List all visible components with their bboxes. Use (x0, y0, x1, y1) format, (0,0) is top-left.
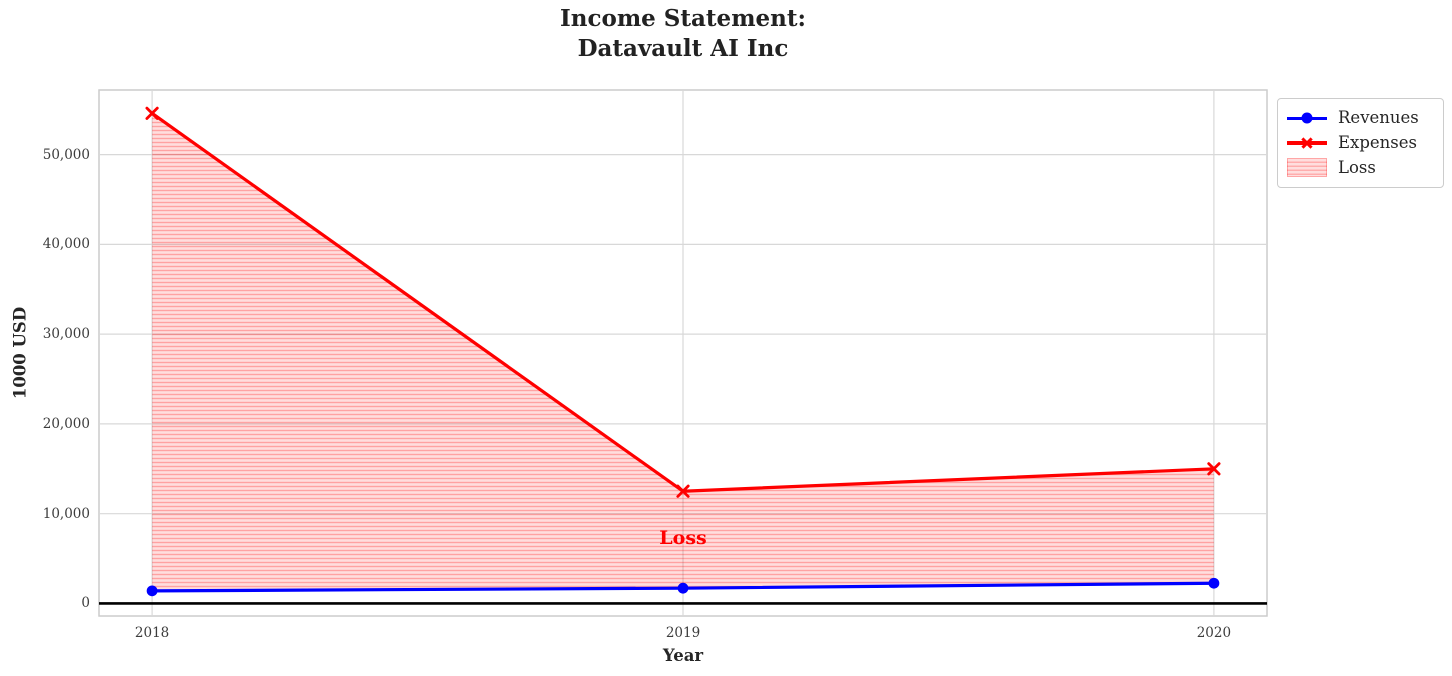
revenues-line-circle-icon (1287, 112, 1327, 124)
chart-title: Income Statement: Datavault AI Inc (560, 4, 806, 64)
legend-label-loss: Loss (1338, 157, 1376, 177)
legend-label-expenses: Expenses (1338, 133, 1418, 152)
loss-fill-area (152, 113, 1214, 591)
y-tick-label: 50,000 (42, 146, 90, 163)
x-tick-label: 2020 (1196, 625, 1232, 641)
legend-item-loss: Loss (1287, 155, 1433, 180)
x-axis-title: Year (662, 646, 704, 665)
legend-item-revenues: Revenues (1287, 106, 1433, 131)
y-tick-label: 30,000 (42, 326, 90, 343)
y-tick-label: 20,000 (42, 415, 90, 432)
loss-annotation: Loss (659, 527, 707, 549)
expenses-marker (1207, 462, 1221, 476)
y-tick-label: 10,000 (42, 505, 90, 522)
revenues-marker (146, 585, 158, 597)
y-axis-title: 1000 USD (10, 306, 30, 400)
revenues-marker (677, 582, 689, 594)
legend-label-revenues: Revenues (1338, 108, 1419, 128)
y-tick-label: 0 (81, 595, 90, 612)
x-tick-label: 2018 (134, 625, 170, 641)
x-tick-label: 2019 (665, 625, 701, 641)
y-tick-label: 40,000 (42, 236, 90, 253)
legend-item-expenses: Expenses (1287, 131, 1433, 156)
chart-title-line-2: Datavault AI Inc (577, 35, 789, 62)
expenses-marker (676, 484, 690, 498)
expenses-line-x-icon (1287, 137, 1327, 149)
expenses-marker (145, 106, 159, 120)
loss-hatch-patch-icon (1287, 158, 1327, 178)
legend: Revenues Expenses Loss (1277, 98, 1444, 188)
chart-title-line-1: Income Statement: (559, 5, 807, 32)
revenues-marker (1208, 577, 1220, 589)
